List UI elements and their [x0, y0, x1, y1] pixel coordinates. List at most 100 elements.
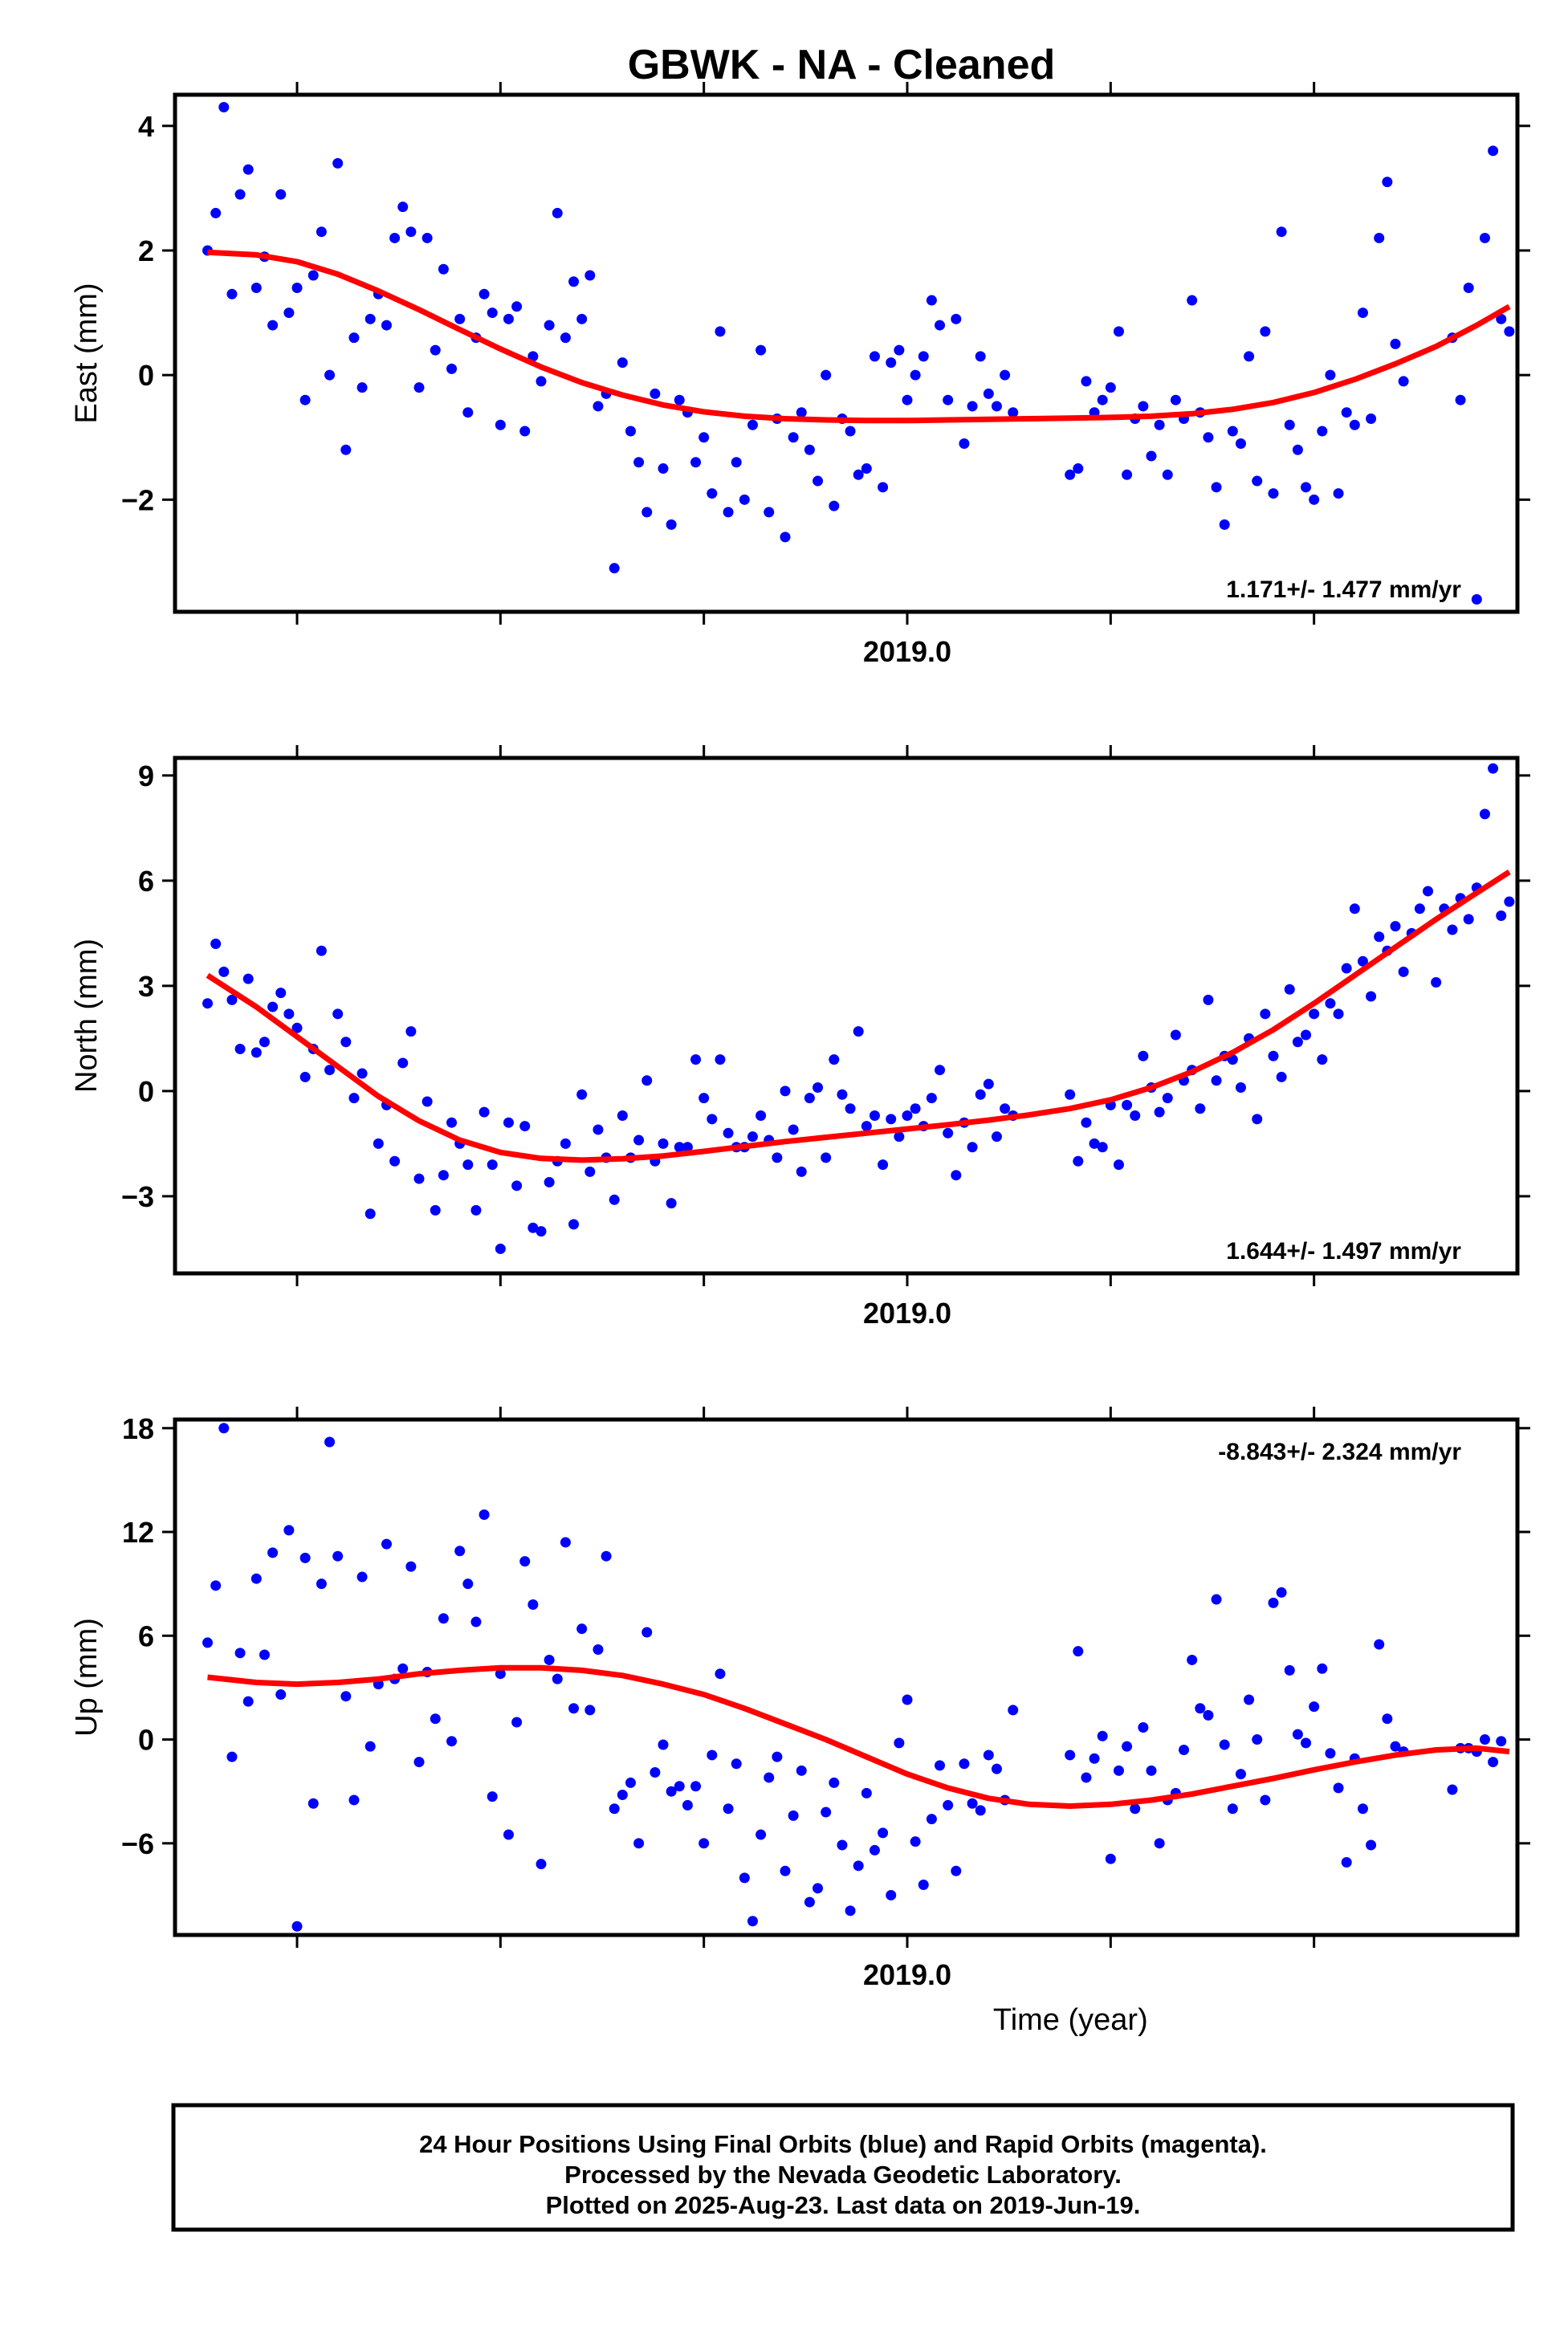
data-point [1081, 376, 1092, 387]
data-point [731, 457, 742, 468]
data-point [829, 1054, 840, 1065]
data-point [1504, 896, 1515, 907]
data-layer [202, 1423, 1510, 1932]
plot-frame [173, 1417, 1520, 1937]
data-point [878, 482, 889, 493]
data-point [910, 1103, 921, 1114]
data-point [902, 394, 913, 405]
data-point [975, 1089, 986, 1100]
data-point [413, 1757, 425, 1768]
data-point [519, 1121, 531, 1132]
data-point [1162, 469, 1173, 480]
data-point [1008, 1705, 1019, 1716]
data-point [234, 1043, 246, 1054]
data-point [584, 1705, 596, 1716]
data-point [1219, 519, 1230, 530]
data-point [1366, 991, 1377, 1002]
data-point [918, 1880, 929, 1891]
data-point [560, 1537, 571, 1548]
data-point [674, 394, 685, 405]
data-point [1065, 1750, 1076, 1761]
fit-curve [207, 249, 1511, 424]
data-point [959, 438, 970, 450]
data-point [495, 419, 506, 430]
data-point [348, 1093, 360, 1104]
y-tick-label: −3 [121, 1180, 154, 1213]
data-point [291, 1022, 303, 1033]
data-point [609, 1194, 620, 1205]
data-point [1374, 931, 1385, 943]
data-point [299, 394, 311, 405]
data-point [617, 1110, 628, 1121]
data-point [861, 1787, 872, 1798]
y-tick-label: 3 [138, 970, 154, 1003]
y-tick-label: 18 [122, 1412, 154, 1445]
data-point [1390, 921, 1401, 932]
data-point [682, 1142, 693, 1153]
y-tick-label: 6 [138, 1619, 154, 1652]
data-point [332, 157, 344, 169]
data-point [1317, 1054, 1328, 1065]
footer-line-3: Plotted on 2025-Aug-23. Last data on 201… [546, 2191, 1141, 2219]
data-point [1244, 351, 1255, 362]
data-point [1122, 1099, 1133, 1110]
data-point [1276, 226, 1287, 238]
data-point [1146, 1765, 1157, 1776]
data-point [894, 344, 905, 356]
data-point [1455, 394, 1466, 405]
data-point [1113, 1765, 1124, 1776]
data-point [1260, 1794, 1271, 1806]
data-point [454, 1546, 466, 1557]
data-point [1471, 593, 1482, 605]
data-point [650, 1766, 661, 1778]
data-point [1154, 1838, 1165, 1849]
data-point [1504, 326, 1515, 337]
data-point [552, 207, 563, 218]
data-point [267, 1547, 279, 1558]
data-point [1130, 1803, 1141, 1815]
data-point [1284, 419, 1295, 430]
data-point [1073, 1155, 1084, 1167]
data-point [413, 1173, 425, 1184]
rate-annotation: 1.644+/- 1.497 mm/yr [1226, 1238, 1461, 1265]
data-point [959, 1758, 970, 1770]
data-point [788, 1810, 799, 1821]
data-point [397, 1057, 409, 1069]
data-point [813, 1883, 824, 1894]
data-point [1138, 401, 1149, 412]
data-point [275, 1689, 287, 1701]
data-point [1333, 1782, 1344, 1794]
data-point [576, 313, 588, 324]
data-point [658, 1138, 669, 1149]
data-point [926, 1814, 937, 1825]
data-point [568, 1703, 580, 1714]
data-point [250, 1047, 262, 1058]
x-axis-label: Time (year) [993, 2003, 1148, 2037]
data-point [1211, 1075, 1222, 1086]
data-point [869, 1110, 880, 1121]
data-point [910, 369, 921, 381]
data-point [348, 1794, 360, 1806]
data-point [723, 507, 734, 518]
data-point [242, 1696, 254, 1707]
data-point [772, 1152, 783, 1163]
data-point [861, 463, 872, 475]
data-point [804, 1093, 815, 1104]
data-point [1065, 469, 1076, 480]
data-point [1292, 1729, 1303, 1740]
y-tick-label: 2 [138, 234, 154, 267]
data-point [1488, 763, 1499, 774]
data-point [218, 966, 230, 977]
data-point [1138, 1050, 1149, 1061]
x-tick-label: 2019.0 [863, 1958, 951, 1991]
data-point [1284, 984, 1295, 995]
data-point [1341, 963, 1352, 974]
data-point [373, 1138, 384, 1149]
data-point [853, 1026, 864, 1037]
data-point [1073, 463, 1084, 475]
data-point [356, 382, 368, 393]
data-point [1423, 886, 1434, 897]
data-point [340, 444, 352, 455]
data-point [951, 313, 962, 324]
data-point [1081, 1772, 1092, 1783]
